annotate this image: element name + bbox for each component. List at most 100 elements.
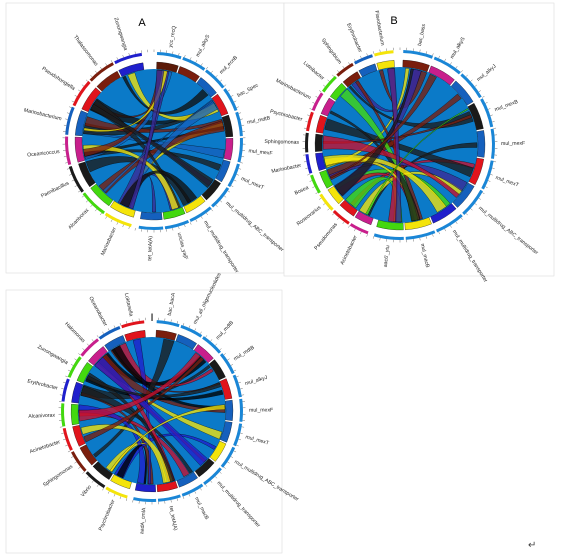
gene-sector bbox=[177, 66, 200, 83]
scale-tick bbox=[113, 325, 116, 328]
taxon-sector bbox=[110, 474, 132, 490]
scale-tick bbox=[465, 213, 468, 216]
scale-tick bbox=[485, 102, 488, 104]
outer-track bbox=[302, 47, 498, 243]
gene-sector bbox=[468, 157, 484, 186]
scale-tick bbox=[100, 66, 102, 70]
scale-tick bbox=[366, 53, 368, 56]
scale-tick bbox=[342, 66, 345, 69]
scale-tick bbox=[337, 217, 340, 220]
taxon-sector bbox=[339, 199, 358, 217]
scale-tick bbox=[90, 204, 93, 207]
scale-tick bbox=[309, 180, 312, 182]
chord-ribbon bbox=[83, 356, 204, 443]
scale-tick bbox=[432, 53, 434, 56]
gene-track bbox=[433, 56, 461, 75]
taxon-track bbox=[64, 136, 72, 166]
scale-tick bbox=[312, 186, 315, 188]
scale-tick bbox=[332, 74, 335, 77]
scale-tick bbox=[372, 236, 374, 239]
gene-label: aadA_cmlA bbox=[139, 507, 147, 534]
gene-sector bbox=[467, 103, 484, 131]
scale-tick bbox=[490, 114, 493, 116]
gene-label: mul_mexF bbox=[249, 407, 273, 413]
chord-ribbons bbox=[78, 338, 226, 485]
outer-track bbox=[58, 317, 246, 505]
scale-tick bbox=[172, 228, 174, 231]
scale-tick bbox=[419, 237, 421, 241]
taxon-track bbox=[305, 132, 309, 153]
gene-sector bbox=[196, 77, 217, 98]
scale-tick bbox=[215, 476, 218, 479]
taxon-sector bbox=[314, 133, 323, 152]
scale-tick bbox=[478, 90, 481, 93]
gene-sector bbox=[451, 80, 474, 106]
scale-tick bbox=[227, 89, 230, 92]
chord-ribbon bbox=[322, 135, 460, 198]
scale-tick bbox=[227, 461, 230, 464]
scale-tick bbox=[379, 237, 381, 241]
scale-tick bbox=[85, 79, 88, 82]
scale-tick bbox=[65, 162, 68, 164]
gene-track bbox=[211, 187, 230, 208]
gene-track bbox=[202, 336, 222, 354]
scale-tick bbox=[210, 480, 213, 483]
scale-tick bbox=[78, 89, 81, 92]
gene-sector bbox=[221, 114, 234, 138]
scale-tick bbox=[70, 456, 74, 458]
scale-tick bbox=[220, 79, 223, 82]
gene-sector bbox=[155, 329, 177, 341]
scale-tick bbox=[176, 321, 178, 324]
scale-tick bbox=[71, 179, 75, 182]
taxon-sector bbox=[71, 381, 84, 404]
taxon-track bbox=[319, 193, 334, 211]
scale-tick bbox=[194, 328, 197, 331]
scale-tick bbox=[110, 60, 113, 63]
gene-label: bac_bass bbox=[417, 23, 427, 46]
taxon-track bbox=[68, 165, 84, 193]
panel-letter: A bbox=[138, 17, 146, 29]
taxon-track bbox=[321, 75, 337, 93]
scale-tick bbox=[66, 168, 70, 170]
gene-sector bbox=[430, 203, 457, 224]
taxon-sector bbox=[329, 82, 347, 101]
scale-tick bbox=[102, 488, 104, 491]
chord-ribbon bbox=[329, 73, 437, 179]
gene-sector bbox=[211, 93, 229, 117]
taxon-sector bbox=[354, 211, 374, 226]
gene-sector bbox=[193, 344, 214, 364]
taxon-sector bbox=[104, 335, 126, 352]
sector-ring bbox=[314, 59, 486, 231]
gene-track bbox=[157, 52, 182, 60]
gene-label: mul_mexF bbox=[501, 141, 525, 147]
gene-track bbox=[481, 160, 494, 190]
scale-tick bbox=[305, 167, 308, 169]
scale-tick bbox=[348, 225, 350, 228]
scale-tick bbox=[227, 358, 230, 361]
taxon-track bbox=[67, 356, 82, 378]
taxon-sector bbox=[342, 71, 361, 88]
scale-tick bbox=[236, 444, 239, 447]
gene-label: ycc_recQ bbox=[168, 25, 178, 48]
scale-tick bbox=[105, 63, 107, 66]
gene-label: mul_mdtB bbox=[247, 115, 272, 126]
scale-tick bbox=[102, 331, 104, 334]
gene-track bbox=[227, 163, 240, 188]
scale-tick bbox=[67, 450, 71, 453]
taxon-sector bbox=[327, 186, 344, 205]
scale-tick bbox=[450, 225, 452, 228]
taxon-track bbox=[62, 427, 73, 451]
scale-tick bbox=[128, 226, 130, 230]
scale-tick bbox=[182, 323, 185, 326]
taxon-sector bbox=[75, 110, 88, 137]
scale-tick bbox=[82, 471, 85, 474]
scale-tick bbox=[220, 200, 223, 203]
taxon-sector bbox=[319, 169, 334, 189]
scale-tick bbox=[240, 162, 243, 164]
chord-ribbon bbox=[102, 100, 214, 193]
scale-tick bbox=[465, 74, 468, 77]
scale-tick bbox=[215, 204, 218, 207]
scale-tick bbox=[205, 335, 208, 338]
panel-letter: I bbox=[150, 312, 153, 324]
scale-tick bbox=[71, 100, 75, 103]
